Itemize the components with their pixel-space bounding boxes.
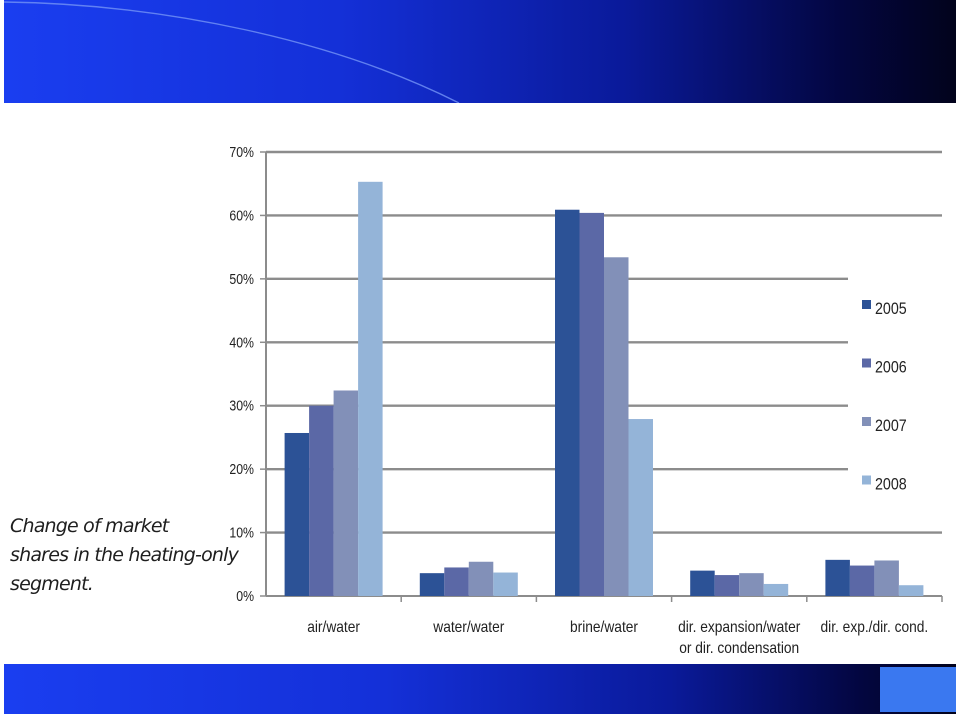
bar-2008 <box>898 585 924 596</box>
bar-2007 <box>874 560 899 596</box>
bar-2007 <box>739 573 764 596</box>
x-category-label: or dir. condensation <box>679 639 799 657</box>
caption-line-1: Change of market <box>10 515 169 537</box>
x-category-label: brine/water <box>570 618 638 636</box>
caption-line-3: segment. <box>10 573 94 595</box>
legend-box <box>848 262 944 502</box>
x-category-label: air/water <box>307 618 360 636</box>
bar-2007 <box>333 390 359 596</box>
legend-swatch-2008 <box>862 475 871 485</box>
corner-block <box>880 667 956 712</box>
bar-2006 <box>579 212 604 597</box>
bar-2005 <box>690 570 715 596</box>
bar-2006 <box>849 565 875 596</box>
bar-2006 <box>714 575 740 596</box>
banner-swoosh <box>4 1 460 103</box>
bar-2007 <box>604 257 629 596</box>
bar-2008 <box>763 583 789 596</box>
bar-2006 <box>444 567 469 596</box>
y-tick-label: 40% <box>229 334 254 350</box>
bar-2008 <box>358 181 383 596</box>
y-tick-label: 60% <box>229 207 254 223</box>
bar-2005 <box>419 573 445 596</box>
legend-label-2005: 2005 <box>875 300 907 318</box>
bar-2008 <box>493 572 518 596</box>
y-tick-label: 30% <box>229 398 254 414</box>
bar-2005 <box>284 432 310 596</box>
y-tick-label: 10% <box>229 524 254 540</box>
caption-line-2: shares in the heating-only <box>10 544 239 566</box>
bar-2005 <box>555 209 580 596</box>
legend-swatch-2007 <box>862 417 871 426</box>
legend-swatch-2006 <box>862 358 871 368</box>
x-category-label: dir. exp./dir. cond. <box>821 618 929 636</box>
bottom-banner <box>4 664 956 714</box>
y-tick-label: 0% <box>236 588 254 604</box>
y-tick-label: 70% <box>229 144 254 160</box>
y-tick-label: 20% <box>229 461 254 477</box>
bar-2005 <box>825 559 850 596</box>
x-category-label: water/water <box>432 618 504 636</box>
bar-2007 <box>468 561 494 596</box>
legend-label-2006: 2006 <box>875 358 907 376</box>
y-tick-label: 50% <box>229 271 254 287</box>
bar-2006 <box>309 405 334 596</box>
top-banner <box>4 0 956 103</box>
legend-swatch-2005 <box>862 300 871 309</box>
legend-label-2007: 2007 <box>875 417 907 435</box>
bar-2008 <box>628 419 653 596</box>
x-category-label: dir. expansion/water <box>678 618 800 636</box>
chart-caption: Change of market shares in the heating-o… <box>10 512 239 599</box>
legend-label-2008: 2008 <box>875 475 907 493</box>
